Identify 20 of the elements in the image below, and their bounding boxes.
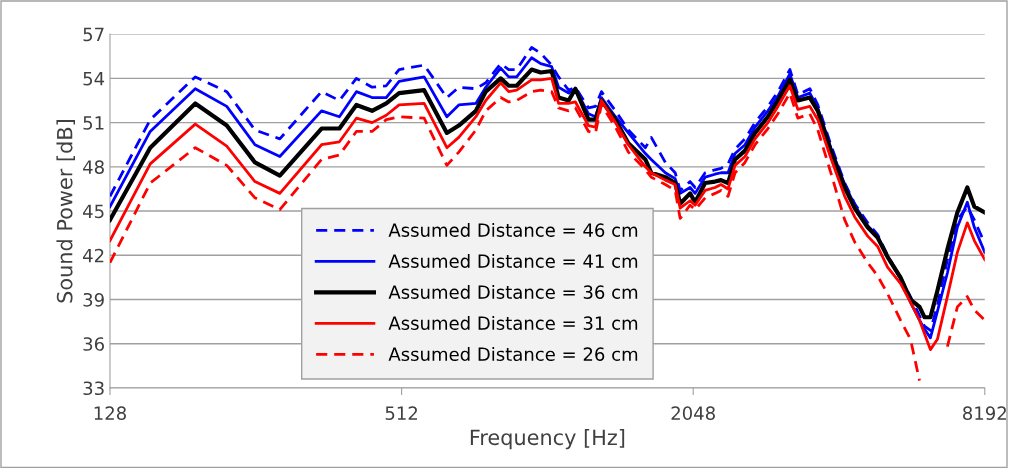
y-tick-label: 33 (83, 381, 104, 396)
y-tick-label: 57 (83, 27, 104, 42)
legend-label: Assumed Distance = 31 cm (388, 316, 638, 330)
y-tick-label: 36 (83, 337, 104, 351)
y-tick-label: 45 (83, 204, 104, 219)
legend-label: Assumed Distance = 46 cm (388, 222, 638, 237)
x-tick-label: 128 (94, 406, 126, 420)
x-tick-label: 2048 (671, 406, 715, 420)
x-tick-label: 512 (385, 406, 417, 420)
y-tick-label: 48 (83, 160, 104, 174)
y-tick-label: 42 (83, 248, 104, 263)
x-tick-label: 8192 (963, 406, 1006, 420)
y-tick-label: 39 (83, 292, 104, 307)
y-tick-label: 51 (83, 116, 104, 130)
legend-label: Assumed Distance = 26 cm (388, 347, 638, 361)
x-axis-title: Frequency [Hz] (470, 429, 625, 450)
y-axis-title: Sound Power [dB] (56, 120, 75, 303)
legend-label: Assumed Distance = 41 cm (388, 253, 638, 268)
y-tick-label: 54 (83, 72, 105, 86)
legend-label: Assumed Distance = 36 cm (388, 284, 638, 299)
